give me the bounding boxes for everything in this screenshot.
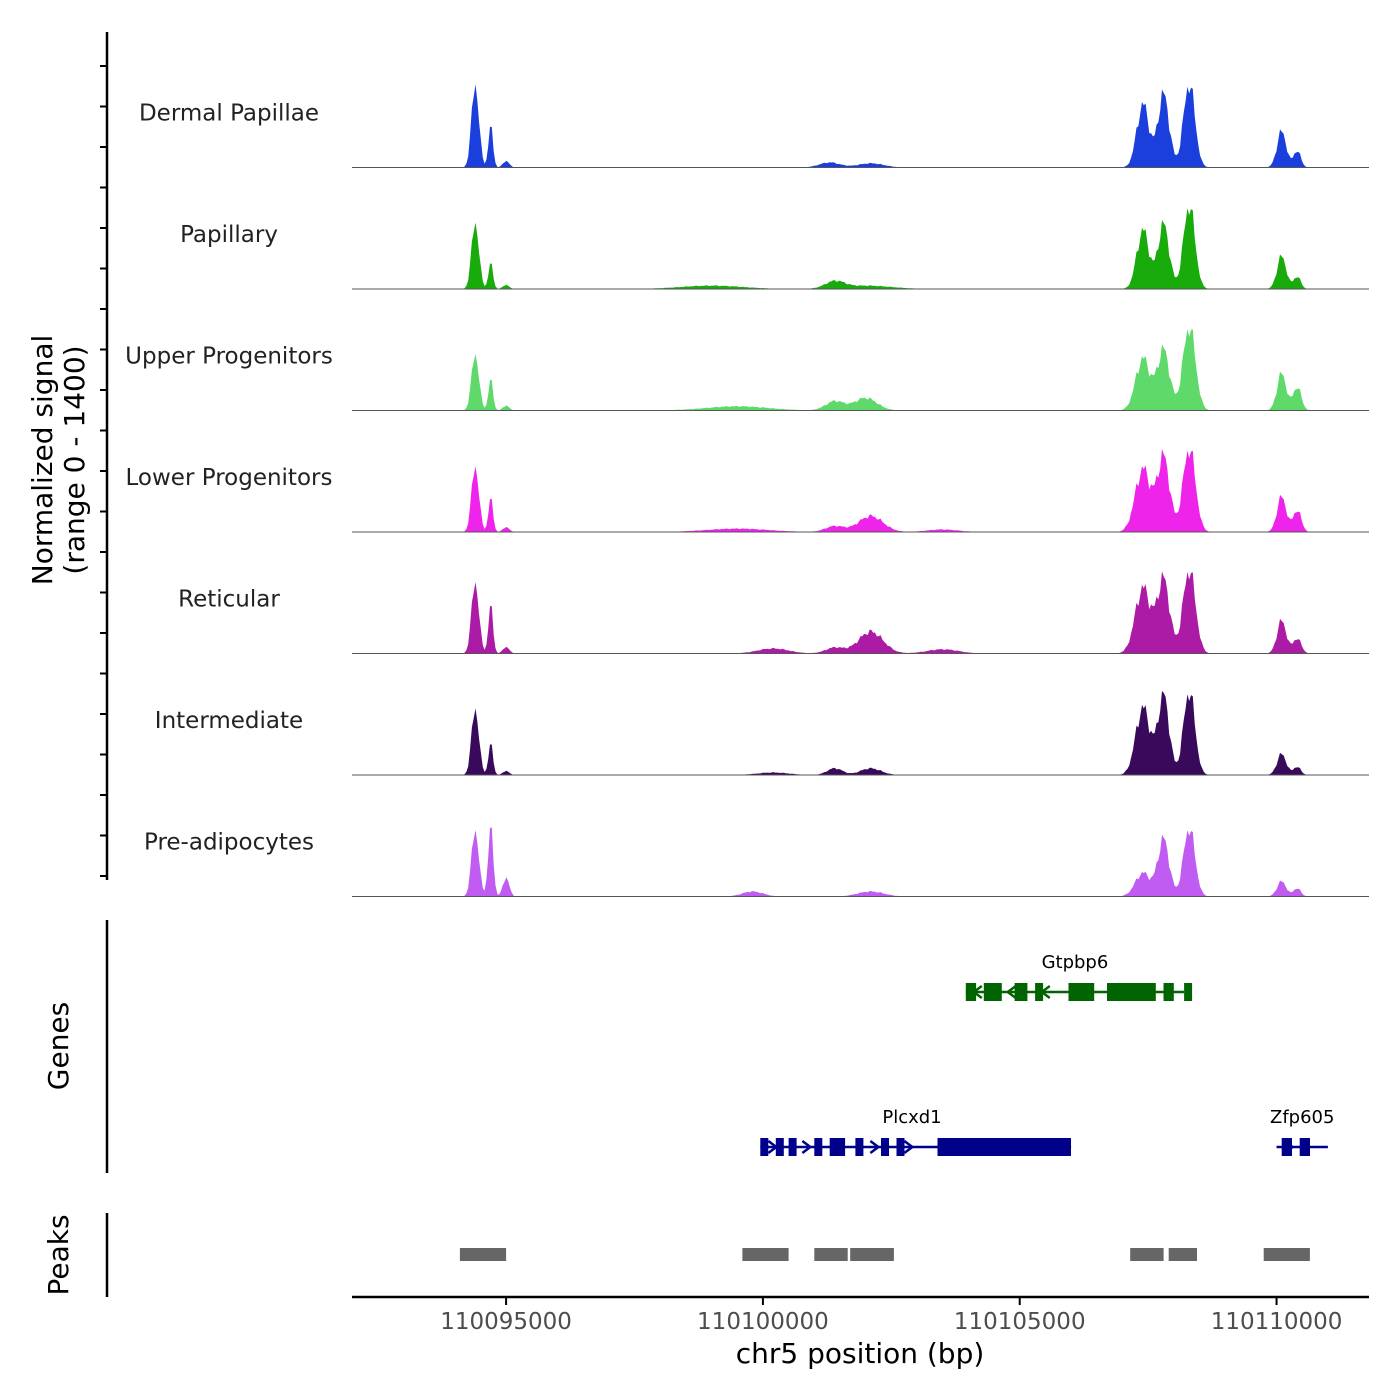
gene-gtpbp6: Gtpbp6	[965, 952, 1193, 1001]
coverage-area	[352, 329, 1369, 411]
gene-plcxd1: Plcxd1	[760, 1107, 1072, 1156]
peak-region	[850, 1248, 894, 1261]
strand-arrow	[869, 1140, 881, 1154]
peak-region	[1168, 1248, 1197, 1261]
coverage-tracks: Dermal Papillae Papillary Upper Progenitor…	[125, 84, 1369, 897]
track-reticular: Reticular	[178, 571, 1369, 654]
gene-exon	[788, 1138, 797, 1156]
x-tick-label: 110095000	[440, 1309, 572, 1335]
gene-exon	[1299, 1138, 1310, 1156]
x-axis-ticks: 110095000 110100000 110105000 110110000	[440, 1297, 1342, 1335]
x-tick-label: 110100000	[697, 1309, 829, 1335]
coverage-y-ticks	[100, 65, 107, 877]
coverage-area	[352, 571, 1369, 654]
gene-exon	[965, 983, 977, 1001]
y-axis-title: Normalized signal (range 0 - 1400)	[26, 335, 91, 586]
gene-zfp605: Zfp605	[1270, 1107, 1334, 1156]
gene-exon	[1068, 983, 1095, 1001]
track-label: Lower Progenitors	[126, 465, 333, 491]
track-label: Papillary	[180, 222, 278, 248]
coverage-area	[352, 448, 1369, 532]
track-dermal-papillae: Dermal Papillae	[139, 84, 1369, 168]
gene-exon	[775, 1138, 784, 1156]
x-tick-label: 110105000	[954, 1309, 1086, 1335]
track-papillary: Papillary	[180, 208, 1369, 290]
peaks-track	[459, 1248, 1310, 1261]
x-axis-title: chr5 position (bp)	[736, 1337, 985, 1370]
gene-exon	[881, 1138, 889, 1156]
gene-exon	[1184, 983, 1193, 1001]
gene-exon	[814, 1138, 823, 1156]
gene-label: Gtpbp6	[1042, 952, 1109, 973]
peak-region	[459, 1248, 507, 1261]
genes-track: Gtpbp6 Plcxd1 Zfp605	[760, 952, 1334, 1156]
gene-exon	[1035, 983, 1044, 1001]
gene-exon	[1107, 983, 1156, 1001]
track-pre-adipocytes: Pre-adipocytes	[144, 827, 1369, 897]
y-axis-label: Normalized signal	[26, 335, 59, 586]
gene-exon	[855, 1138, 864, 1156]
gene-exon	[1014, 983, 1028, 1001]
gene-exon	[829, 1138, 846, 1156]
gene-exon	[937, 1138, 1071, 1156]
track-label: Pre-adipocytes	[144, 830, 314, 856]
genes-panel-title: Genes	[42, 1002, 75, 1090]
track-intermediate: Intermediate	[155, 691, 1369, 776]
track-label: Intermediate	[155, 708, 303, 734]
peaks-panel-title: Peaks	[42, 1214, 75, 1295]
gene-exon	[983, 983, 1002, 1001]
peak-region	[742, 1248, 789, 1261]
track-lower-progenitors: Lower Progenitors	[126, 448, 1369, 533]
x-tick-label: 110110000	[1211, 1309, 1343, 1335]
track-label: Dermal Papillae	[139, 101, 319, 127]
gene-exon	[760, 1138, 769, 1156]
gene-label: Zfp605	[1270, 1107, 1334, 1128]
gene-exon	[1163, 983, 1174, 1001]
strand-arrow	[1005, 985, 1017, 999]
track-label: Upper Progenitors	[125, 344, 333, 370]
coverage-area	[352, 208, 1369, 289]
y-axis-range-label: (range 0 - 1400)	[58, 345, 91, 574]
track-upper-progenitors: Upper Progenitors	[125, 329, 1369, 411]
strand-arrow	[903, 1140, 915, 1154]
peak-region	[1130, 1248, 1164, 1261]
gene-exon	[1281, 1138, 1292, 1156]
coverage-area	[352, 84, 1369, 168]
coverage-area	[352, 691, 1369, 775]
track-label: Reticular	[178, 587, 280, 613]
gene-label: Plcxd1	[882, 1107, 941, 1128]
gene-exon	[896, 1138, 905, 1156]
peak-region	[1263, 1248, 1310, 1261]
coverage-area	[352, 827, 1369, 897]
peak-region	[814, 1248, 848, 1261]
strand-arrow	[801, 1140, 813, 1154]
